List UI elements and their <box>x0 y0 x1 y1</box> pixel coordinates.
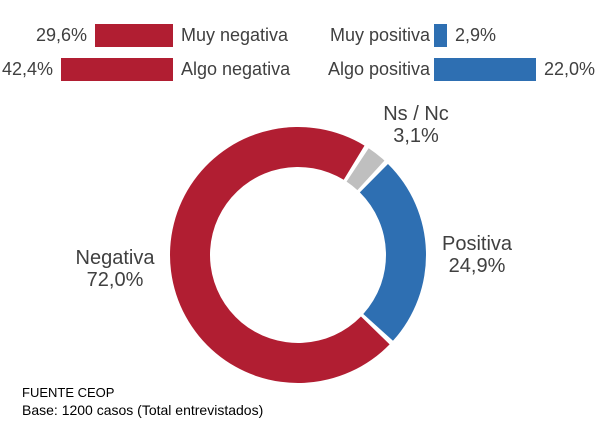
bar <box>434 24 447 47</box>
bar-category-label: Muy negativa <box>181 25 289 45</box>
donut-segment-ns-nc <box>346 148 385 191</box>
donut-chart <box>170 127 426 384</box>
bar <box>434 58 536 81</box>
nsnc-callout: Ns / Nc 3,1% <box>341 103 491 147</box>
donut-segment-positiva <box>359 163 426 341</box>
bar-value-label: 22,0% <box>544 59 596 79</box>
nsnc-value: 3,1% <box>393 125 439 147</box>
positiva-value: 24,9% <box>448 255 506 277</box>
negative-bar-row: 29,6% <box>0 24 173 47</box>
bar-value-label: 29,6% <box>35 25 87 45</box>
donut-segment-negativa <box>170 127 390 384</box>
positiva-label: Positiva <box>441 233 513 255</box>
bar-value-label: 42,4% <box>1 59 53 79</box>
positive-bar-row: 22,0% <box>434 58 595 81</box>
bar-value-label: 2,9% <box>455 25 497 45</box>
positive-bar-row: 2,9% <box>434 24 496 47</box>
bar <box>95 24 173 47</box>
bar-category-label: Algo positiva <box>327 59 430 79</box>
bar-category-label: Algo negativa <box>181 59 291 79</box>
negativa-label: Negativa <box>75 247 155 269</box>
nsnc-label: Ns / Nc <box>383 103 449 125</box>
negativa-value: 72,0% <box>86 269 144 291</box>
base-note: Base: 1200 casos (Total entrevistados) <box>22 402 264 418</box>
source-note: FUENTE CEOP <box>22 385 115 400</box>
negativa-callout: Negativa 72,0% <box>40 247 190 291</box>
bar <box>61 58 173 81</box>
positiva-callout: Positiva 24,9% <box>402 233 552 277</box>
negative-bar-row: 42,4% <box>0 58 173 81</box>
bar-category-label: Muy positiva <box>329 25 430 45</box>
